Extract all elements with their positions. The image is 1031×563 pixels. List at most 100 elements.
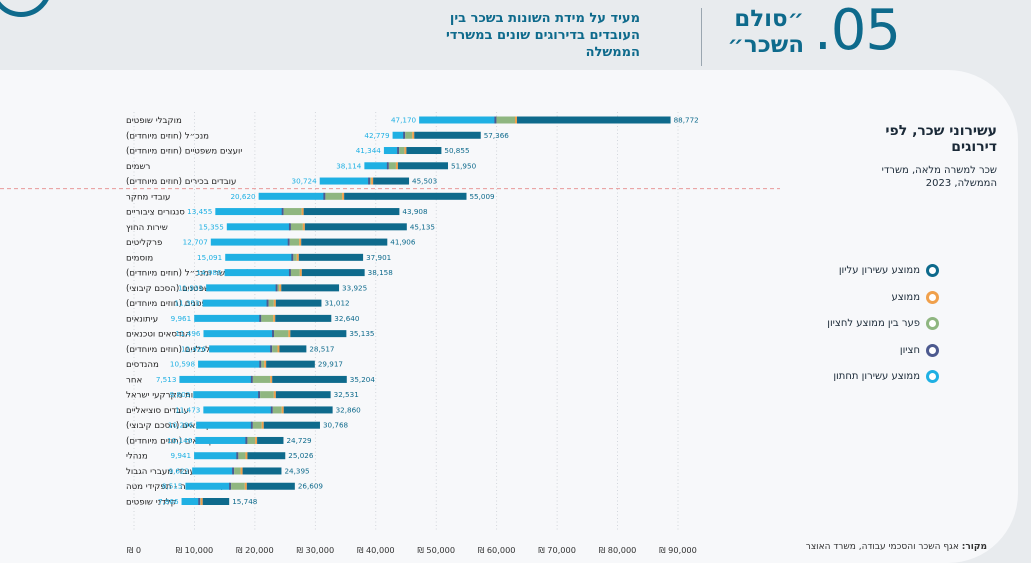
bar-median <box>288 223 291 231</box>
bar-median <box>270 406 273 414</box>
legend-swatch <box>926 370 939 383</box>
bottom-decile-label: 7,513 <box>156 375 177 384</box>
bar-top-decile <box>272 375 347 383</box>
bar-median <box>245 436 248 444</box>
bar-bottom-decile <box>319 177 370 185</box>
bar-top-decile <box>263 421 320 429</box>
bar-bottom-decile <box>193 391 260 399</box>
bar-gap <box>290 223 303 231</box>
bar-median <box>291 253 294 261</box>
bottom-decile-label: 7,866 <box>158 497 179 506</box>
bar-top-decile <box>373 177 410 185</box>
bar-top-decile <box>304 223 407 231</box>
x-tick-label: ₪ 30,000 <box>296 545 334 555</box>
category-label: מהנדסים <box>126 360 159 370</box>
bottom-decile-label: 15,355 <box>199 222 224 231</box>
legend-item: ממוצע עשירון תחתון <box>699 370 939 383</box>
category-label: אחר <box>126 375 142 385</box>
bar-top-decile <box>406 147 442 155</box>
x-tick-label: ₪ 80,000 <box>599 545 637 555</box>
bottom-decile-label: 9,961 <box>171 314 192 323</box>
legend: ממוצע עשירון עליון ממוצע פער בין ממוצע לחצ… <box>699 264 939 397</box>
bar-gap <box>261 314 274 322</box>
category-label: אקדמאים (חוזים מיוחדים) <box>126 436 221 446</box>
legend-label: ממוצע <box>891 291 920 303</box>
bar-median <box>403 131 406 139</box>
bar-gap <box>370 177 372 185</box>
legend-item: פער בין ממוצע לחציון <box>699 317 939 330</box>
bar-mean <box>270 375 273 383</box>
top-decile-label: 45,503 <box>412 177 437 186</box>
bottom-decile-label: 47,170 <box>391 116 417 125</box>
bar-bottom-decile <box>202 299 268 307</box>
x-tick-label: ₪ 0 <box>127 545 141 555</box>
top-decile-label: 31,012 <box>324 299 349 308</box>
bar-bottom-decile <box>258 192 325 200</box>
bar-top-decile <box>414 131 481 139</box>
bar-bottom-decile <box>192 467 234 475</box>
header-subtitle: מעיד על מידת השונות בשכר בין העובדים בדי… <box>445 11 640 60</box>
bar-gap <box>277 284 280 292</box>
bar-gap <box>283 208 302 216</box>
category-label: מנהלי <box>126 452 148 462</box>
bar-gap <box>231 482 245 490</box>
top-decile-label: 28,517 <box>309 344 334 353</box>
bottom-decile-label: 11,473 <box>175 405 200 414</box>
top-decile-label: 30,768 <box>323 421 349 430</box>
bar-mean <box>301 208 304 216</box>
bar-top-decile <box>242 467 282 475</box>
bar-top-decile <box>281 284 340 292</box>
bar-gap <box>272 406 282 414</box>
bar-mean <box>395 162 398 170</box>
bar-top-decile <box>301 269 365 277</box>
bar-bottom-decile <box>225 253 293 261</box>
bar-median <box>259 314 262 322</box>
top-decile-label: 32,860 <box>336 405 362 414</box>
top-decile-label: 55,009 <box>469 192 495 201</box>
category-label: עובדי הוראה - תפקידי מטה <box>126 482 226 492</box>
bar-bottom-decile <box>224 269 290 277</box>
bar-median <box>259 360 262 368</box>
bar-mean <box>200 498 203 505</box>
bar-mean <box>264 360 267 368</box>
bar-gap <box>405 131 413 139</box>
bar-mean <box>273 391 276 399</box>
bar-bottom-decile <box>203 406 272 414</box>
bar-median <box>281 208 284 216</box>
top-decile-label: 35,204 <box>350 375 376 384</box>
top-decile-label: 32,640 <box>334 314 360 323</box>
bar-median <box>236 452 239 460</box>
bar-top-decile <box>275 314 332 322</box>
bar-top-decile <box>290 330 347 338</box>
bar-mean <box>342 192 345 200</box>
legend-swatch <box>926 317 939 330</box>
bar-top-decile <box>247 452 286 460</box>
legend-item: ממוצע <box>699 290 939 304</box>
bottom-decile-label: 13,455 <box>187 207 212 216</box>
category-label: עובדי מעברי הגבול <box>126 467 195 477</box>
bar-gap <box>293 253 297 261</box>
bar-gap <box>252 375 271 383</box>
top-decile-label: 45,135 <box>410 222 435 231</box>
bar-median <box>368 177 371 185</box>
bar-mean <box>302 223 305 231</box>
legend-label: ממוצע עשירון עליון <box>838 265 920 276</box>
category-label: מנכ״ל (חוזים מיוחדים) <box>126 131 209 141</box>
bar-top-decile <box>283 406 333 414</box>
bar-gap <box>272 345 278 353</box>
bar-gap <box>289 238 300 246</box>
bar-top-decile <box>266 360 315 368</box>
bar-gap <box>274 330 289 338</box>
bar-gap <box>260 391 274 399</box>
bottom-decile-label: 9,622 <box>169 466 190 475</box>
x-tick-label: ₪ 10,000 <box>176 545 214 555</box>
bottom-decile-label: 12,707 <box>183 238 208 247</box>
chart-title: עשירוני שכר, לפי דירוגים <box>885 123 997 155</box>
source-label: מקור: <box>961 542 987 552</box>
bar-mean <box>281 406 284 414</box>
bar-gap <box>247 436 256 444</box>
top-decile-label: 24,729 <box>286 436 312 445</box>
x-tick-label: ₪ 20,000 <box>236 545 274 555</box>
bar-bottom-decile <box>179 375 252 383</box>
bar-gap <box>200 498 201 505</box>
